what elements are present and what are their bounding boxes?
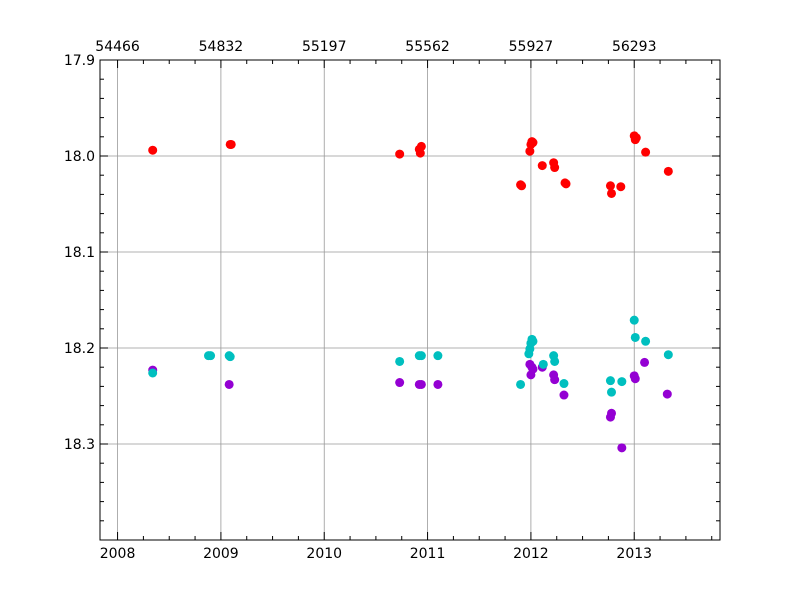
data-point (528, 336, 538, 346)
y-tick-label: 18.3 (64, 437, 95, 453)
x-tick-label: 2013 (616, 546, 652, 562)
top-x-tick-label: 55197 (302, 39, 347, 55)
data-point (225, 352, 235, 362)
data-point (206, 351, 216, 361)
data-point (416, 141, 426, 151)
data-point (395, 378, 405, 388)
data-point (607, 387, 616, 397)
data-point (395, 149, 405, 159)
data-point (433, 351, 443, 361)
data-point (550, 356, 560, 366)
x-tick-label: 2012 (513, 546, 549, 562)
data-point (559, 390, 569, 400)
y-tick-label: 18.1 (64, 245, 95, 261)
y-tick-label: 17.9 (64, 53, 95, 69)
data-point (630, 374, 640, 384)
data-point (528, 138, 538, 148)
top-x-tick-label: 55562 (405, 39, 450, 55)
data-point (433, 379, 443, 389)
x-tick-label: 2011 (410, 546, 446, 562)
data-point (631, 133, 641, 143)
data-point (662, 389, 672, 399)
data-point (616, 182, 626, 192)
top-x-tick-label: 56293 (612, 39, 657, 55)
data-point (528, 364, 538, 374)
data-point (605, 376, 615, 386)
data-point (550, 163, 560, 173)
data-point (605, 181, 615, 191)
data-point (415, 148, 425, 158)
data-point (663, 166, 673, 176)
top-x-tick-label: 55927 (509, 39, 554, 55)
data-point (148, 145, 158, 155)
data-point (416, 379, 426, 389)
x-tick-label: 2009 (203, 546, 239, 562)
data-point (224, 379, 234, 389)
series-2 (148, 315, 673, 397)
data-point (538, 359, 548, 369)
data-points (148, 131, 673, 453)
data-point (148, 368, 158, 378)
data-point (607, 188, 616, 198)
data-point (641, 147, 651, 157)
y-tick-label: 18.2 (64, 341, 95, 357)
data-point (607, 408, 616, 418)
data-point (641, 336, 651, 346)
data-point (537, 161, 547, 171)
data-point (416, 351, 426, 361)
data-point (550, 375, 560, 385)
data-point (640, 357, 650, 367)
top-x-tick-label: 54832 (199, 39, 244, 55)
data-point (630, 332, 640, 342)
data-point (559, 379, 569, 389)
data-point (517, 181, 527, 191)
data-point (629, 315, 639, 325)
plot-frame (99, 59, 721, 541)
data-point (561, 179, 571, 189)
y-tick-label: 18.0 (64, 149, 95, 165)
data-point (663, 350, 673, 360)
series-0 (148, 131, 673, 198)
data-point (617, 443, 627, 453)
x-tick-label: 2008 (100, 546, 136, 562)
tick-labels: 2008 2009 2010 2011 2012 2013 54466 54832 55197 5… (64, 39, 657, 562)
data-point (395, 356, 405, 366)
data-point (617, 377, 627, 387)
top-x-tick-label: 54466 (95, 39, 140, 55)
data-point (525, 146, 535, 156)
x-tick-label: 2010 (306, 546, 342, 562)
data-point (226, 139, 236, 149)
data-point (516, 379, 526, 389)
